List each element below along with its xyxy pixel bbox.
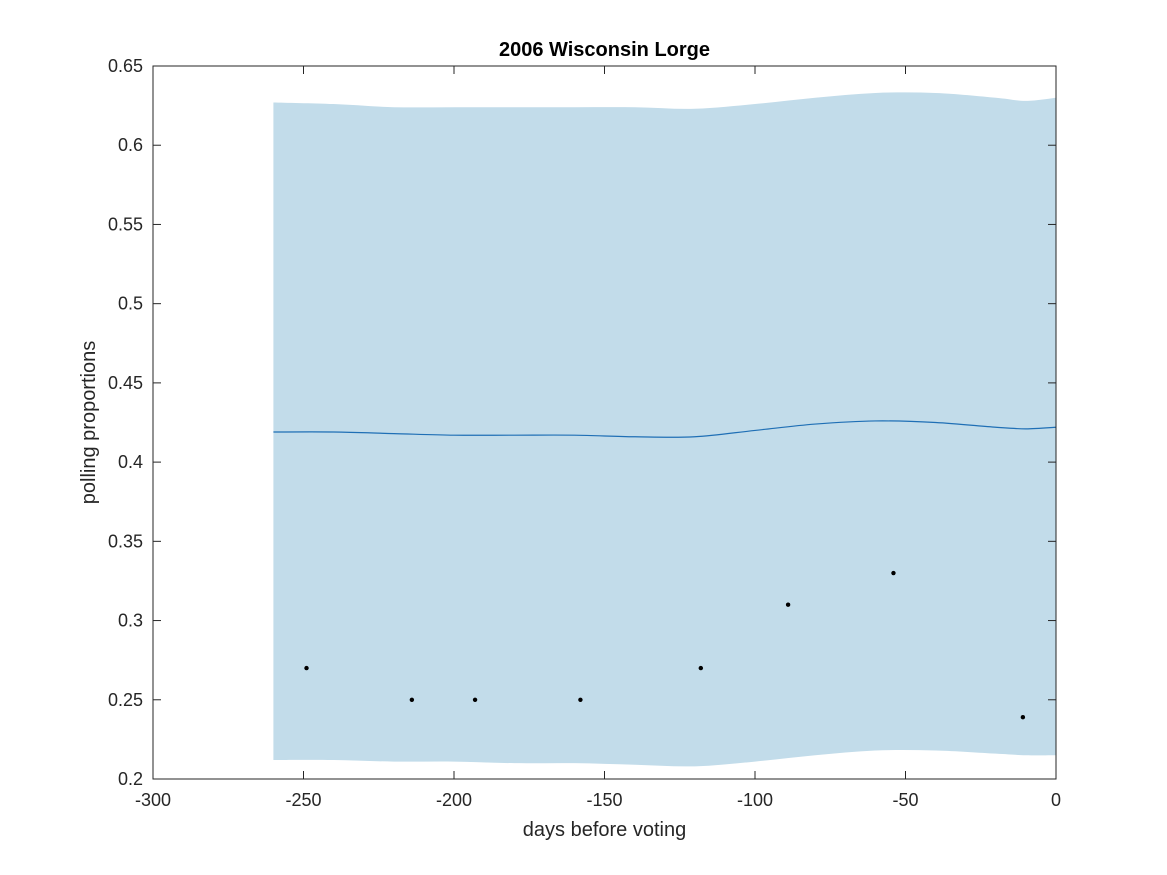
- poll-point-2: [472, 697, 478, 702]
- x-tick-label-4: -100: [737, 790, 773, 810]
- x-tick-label-0: -300: [135, 790, 171, 810]
- x-tick-label-2: -200: [436, 790, 472, 810]
- x-axis-label: days before voting: [523, 819, 686, 841]
- y-tick-label-4: 0.4: [118, 452, 143, 472]
- poll-point-7: [1020, 715, 1026, 720]
- y-tick-label-9: 0.65: [108, 56, 143, 76]
- y-tick-label-6: 0.5: [118, 294, 143, 314]
- y-tick-label-3: 0.35: [108, 531, 143, 551]
- poll-point-1: [409, 697, 415, 702]
- y-tick-label-7: 0.55: [108, 214, 143, 234]
- x-tick-label-6: 0: [1051, 790, 1061, 810]
- chart-title: 2006 Wisconsin Lorge: [499, 39, 710, 61]
- poll-point-0: [304, 665, 309, 671]
- y-tick-label-0: 0.2: [118, 769, 143, 789]
- x-axis: -300 -250 -200 -150 -100 -50 0: [135, 66, 1061, 810]
- y-tick-label-2: 0.3: [118, 611, 143, 631]
- mean-line: [273, 420, 1057, 438]
- confidence-band: [273, 92, 1056, 767]
- poll-point-3: [578, 697, 583, 702]
- poll-point-4: [698, 665, 704, 671]
- x-tick-label-1: -250: [285, 790, 321, 810]
- poll-points: [304, 570, 1026, 720]
- y-axis: 0.2 0.25 0.3 0.35 0.4 0.45 0.5 0.55 0.6 0.65: [108, 56, 1056, 789]
- y-tick-label-5: 0.45: [108, 373, 143, 393]
- y-tick-label-1: 0.25: [108, 690, 143, 710]
- x-tick-label-3: -150: [586, 790, 622, 810]
- y-axis-label: polling proportions: [78, 341, 100, 504]
- poll-point-6: [891, 570, 896, 576]
- poll-point-5: [785, 602, 791, 607]
- y-tick-label-8: 0.6: [118, 135, 143, 155]
- x-tick-label-5: -50: [892, 790, 918, 810]
